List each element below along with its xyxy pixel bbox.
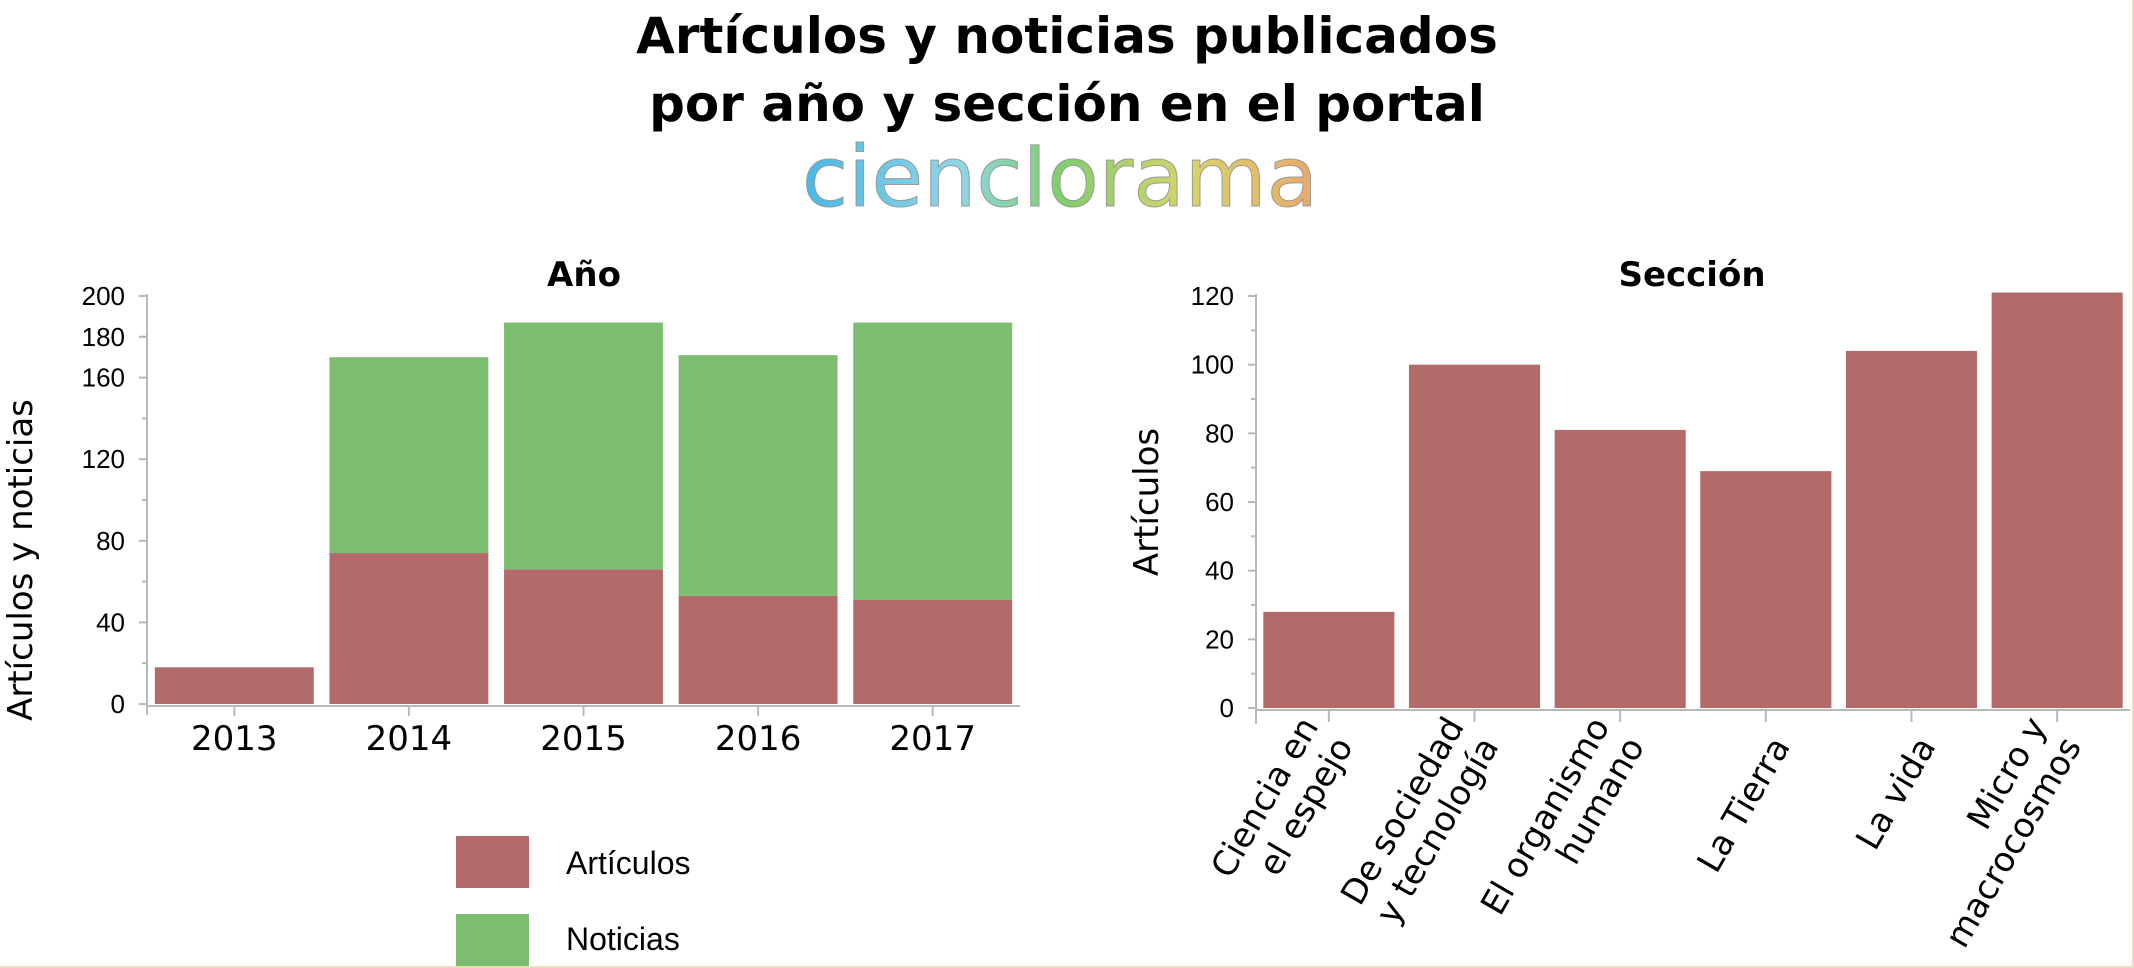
y-axis-year: 0 40 80 120 160 180 200 — [82, 281, 147, 719]
title-line-2: por año y sección en el portal — [649, 75, 1485, 133]
y-axis-section: 0 20 40 60 80 100 120 — [1191, 281, 1256, 723]
x-tick-label-section-4-line-0: La vida — [1848, 731, 1944, 857]
y-tick-label-year-120: 120 — [82, 444, 125, 474]
panel-title-section: Sección — [1618, 255, 1765, 295]
y-tick-label-section-40: 40 — [1205, 556, 1234, 586]
bar-year-2015-noticias — [504, 322, 663, 570]
x-tick-label-year-2017: 2017 — [889, 719, 976, 759]
chart-year: Año Artículos y noticias 0 40 80 120 160 180 2… — [1, 255, 1020, 759]
bar-year-2013-articulos — [154, 667, 314, 704]
y-tick-label-year-0: 0 — [111, 689, 125, 719]
axes-section — [1255, 294, 2130, 724]
y-tick-label-year-160: 160 — [82, 363, 125, 393]
bar-year-2016-articulos — [678, 595, 838, 704]
y-tick-label-section-100: 100 — [1191, 350, 1234, 380]
legend-swatch-noticias — [456, 914, 529, 966]
y-tick-label-year-200: 200 — [82, 281, 125, 311]
x-tick-label-section-4: La vida — [1848, 731, 1944, 857]
x-tick-label-year-2016: 2016 — [715, 719, 802, 759]
bar-year-2014-noticias — [329, 357, 489, 554]
bar-section-la-vida — [1845, 350, 1978, 708]
legend-label-articulos: Artículos — [566, 845, 690, 881]
chart-section: Sección Artículos 0 20 40 60 80 100 120 Cienci… — [1127, 255, 2130, 954]
y-tick-label-section-20: 20 — [1205, 624, 1234, 654]
bar-section-micro-y-macrocosmos — [1991, 292, 2123, 708]
bar-section-el-organismo-humano — [1554, 429, 1686, 708]
bar-year-2017-articulos — [853, 599, 1013, 704]
axes-year — [146, 294, 1020, 715]
bar-year-2017-noticias — [853, 322, 1013, 600]
y-tick-label-year-80: 80 — [96, 526, 125, 556]
panel-title-year: Año — [547, 255, 621, 295]
y-tick-label-section-60: 60 — [1205, 487, 1234, 517]
y-tick-label-year-180: 180 — [82, 322, 125, 352]
logo-text: ciencIorama — [802, 128, 1318, 226]
x-tick-label-section-3: La Tierra — [1689, 731, 1798, 880]
x-tick-label-year-2013: 2013 — [191, 719, 278, 759]
y-tick-label-section-0: 0 — [1220, 693, 1234, 723]
cienciorama-logo: ciencIorama — [801, 128, 1318, 227]
x-tick-label-year-2014: 2014 — [366, 719, 453, 759]
bars-year — [154, 322, 1013, 704]
bar-section-ciencia-en-el-espejo — [1263, 611, 1395, 708]
bar-year-2016-noticias — [678, 355, 838, 596]
bars-section — [1263, 292, 2123, 708]
chart-main-title: Artículos y noticias publicados por año … — [0, 2, 2134, 138]
y-axis-title-section: Artículos — [1127, 428, 1167, 576]
bar-section-de-sociedad-y-tecnolog-a — [1408, 364, 1541, 708]
y-tick-label-section-120: 120 — [1191, 281, 1234, 311]
legend-label-noticias: Noticias — [566, 921, 680, 957]
legend-swatch-articulos — [456, 836, 529, 888]
y-tick-label-section-80: 80 — [1205, 418, 1234, 448]
bar-section-la-tierra — [1700, 471, 1832, 708]
bar-year-2015-articulos — [504, 569, 663, 704]
bar-year-2014-articulos — [329, 553, 489, 704]
title-line-1: Artículos y noticias publicados — [636, 7, 1498, 65]
x-tick-label-section-3-line-0: La Tierra — [1689, 731, 1798, 880]
y-tick-label-year-40: 40 — [96, 607, 125, 637]
legend: Artículos Noticias — [456, 836, 690, 966]
x-tick-label-year-2015: 2015 — [540, 719, 627, 759]
x-axis-year: 2013 2014 2015 2016 2017 — [191, 706, 976, 759]
y-axis-title-year: Artículos y noticias — [1, 399, 41, 721]
